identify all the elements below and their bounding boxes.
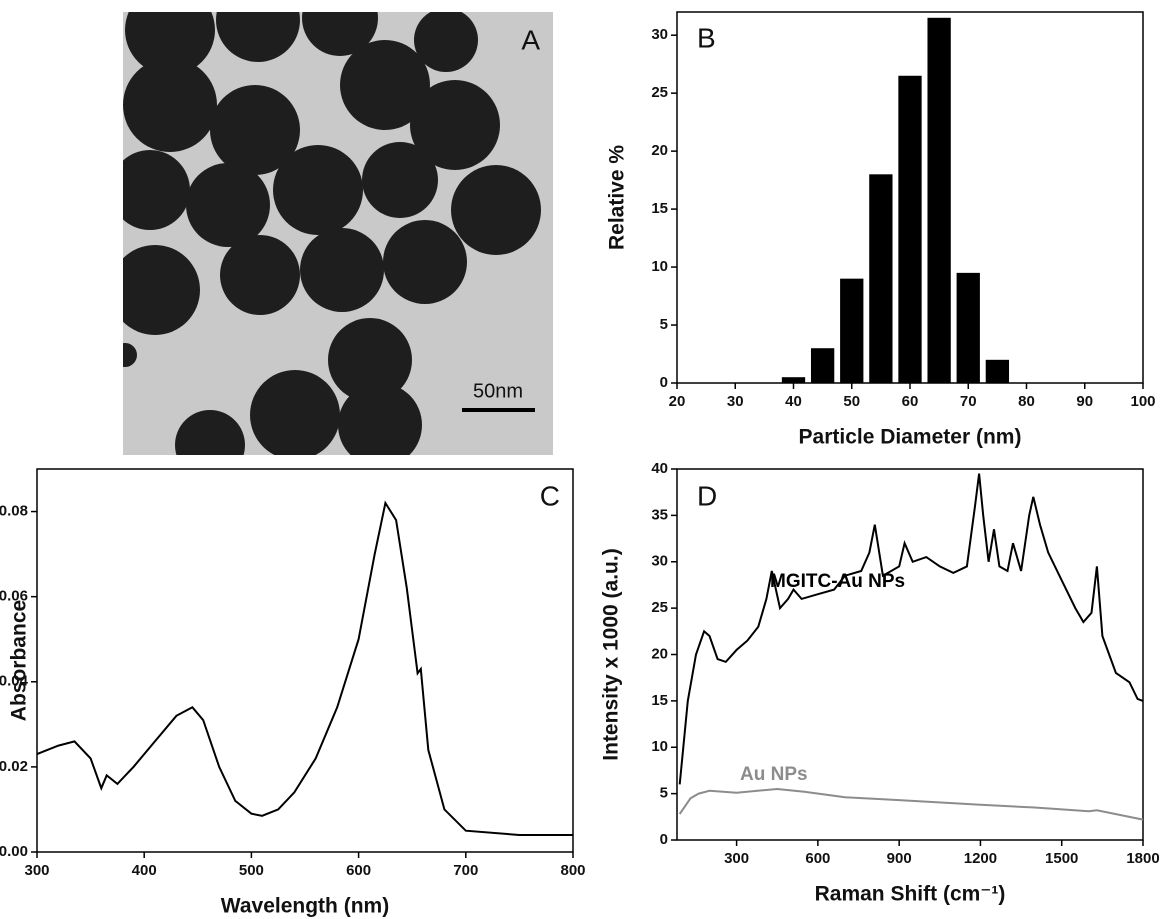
y-tick-label: 0.08: [0, 503, 28, 520]
x-tick-label: 1800: [1126, 850, 1159, 867]
series-name: MGITC-Au NPs: [770, 571, 905, 592]
y-tick-label: 30: [651, 553, 668, 570]
y-tick-label: 25: [651, 599, 668, 616]
x-tick-label: 50: [843, 393, 860, 410]
y-tick-label: 5: [660, 316, 668, 333]
y-tick-label: 0.00: [0, 843, 28, 860]
particle: [123, 245, 200, 335]
y-tick-label: 0.02: [0, 758, 28, 775]
x-axis-title: Wavelength (nm): [221, 895, 389, 918]
scale-bar-label: 50nm: [473, 380, 523, 402]
x-tick-label: 800: [560, 862, 585, 879]
x-tick-label: 300: [724, 850, 749, 867]
particle: [273, 145, 363, 235]
y-axis-title: Absorbance: [8, 600, 31, 721]
bar: [781, 377, 806, 383]
x-tick-label: 500: [239, 862, 264, 879]
y-tick-label: 35: [651, 506, 668, 523]
x-tick-label: 80: [1018, 393, 1035, 410]
particle: [123, 343, 137, 367]
bar: [956, 272, 980, 383]
particle: [216, 12, 300, 62]
y-tick-label: 20: [651, 142, 668, 159]
x-tick-label: 1500: [1045, 850, 1078, 867]
particle: [123, 58, 217, 152]
bar: [927, 17, 951, 383]
particle: [123, 150, 190, 230]
particle: [338, 383, 422, 455]
particle: [302, 12, 378, 56]
particle: [340, 40, 430, 130]
x-tick-label: 300: [24, 862, 49, 879]
y-tick-label: 5: [660, 785, 668, 802]
x-tick-label: 600: [805, 850, 830, 867]
particle: [175, 410, 245, 455]
line: [678, 787, 1144, 821]
y-tick-label: 25: [651, 84, 668, 101]
panel-letter: C: [540, 480, 560, 511]
particle: [328, 318, 412, 402]
particle: [414, 12, 478, 72]
particle: [300, 228, 384, 312]
plot-frame: [36, 468, 574, 853]
x-tick-label: 20: [669, 393, 686, 410]
x-tick-label: 40: [785, 393, 802, 410]
particles: [123, 12, 541, 455]
y-tick-label: 15: [651, 200, 668, 217]
bar: [898, 75, 922, 383]
x-tick-label: 400: [132, 862, 157, 879]
bar: [840, 278, 864, 383]
particle: [125, 12, 215, 75]
x-tick-label: 30: [727, 393, 744, 410]
y-tick-label: 0.04: [0, 673, 29, 690]
y-tick-label: 30: [651, 26, 668, 43]
x-tick-label: 1200: [964, 850, 997, 867]
panel-letter: B: [697, 22, 716, 53]
x-tick-label: 600: [346, 862, 371, 879]
line: [36, 500, 573, 836]
y-tick-label: 15: [651, 692, 668, 709]
particle: [186, 163, 270, 247]
bar: [985, 359, 1010, 383]
particle: [410, 80, 500, 170]
y-axis-title: Relative %: [606, 145, 629, 250]
particle: [383, 220, 467, 304]
particle: [362, 142, 438, 218]
y-tick-label: 10: [651, 258, 668, 275]
y-tick-label: 10: [651, 738, 668, 755]
panel-letter: A: [521, 24, 540, 55]
y-tick-label: 0.06: [0, 588, 28, 605]
x-tick-label: 900: [887, 850, 912, 867]
panel-letter: D: [697, 480, 717, 511]
x-tick-label: 60: [902, 393, 919, 410]
x-tick-label: 100: [1130, 393, 1155, 410]
particle: [220, 235, 300, 315]
line: [678, 473, 1144, 785]
x-tick-label: 90: [1076, 393, 1093, 410]
y-tick-label: 0: [660, 831, 668, 848]
series-name: Au NPs: [740, 764, 808, 785]
y-tick-label: 40: [651, 460, 668, 477]
bar: [810, 348, 835, 383]
particle: [451, 165, 541, 255]
x-tick-label: 700: [453, 862, 478, 879]
particle: [210, 85, 300, 175]
bar: [869, 174, 893, 383]
x-axis-title: Particle Diameter (nm): [799, 426, 1022, 449]
x-tick-label: 70: [960, 393, 977, 410]
y-tick-label: 0: [660, 374, 668, 391]
y-tick-label: 20: [651, 645, 668, 662]
particle: [250, 370, 340, 455]
y-axis-title: Intensity x 1000 (a.u.): [600, 548, 623, 760]
x-axis-title: Raman Shift (cm⁻¹): [815, 883, 1006, 906]
